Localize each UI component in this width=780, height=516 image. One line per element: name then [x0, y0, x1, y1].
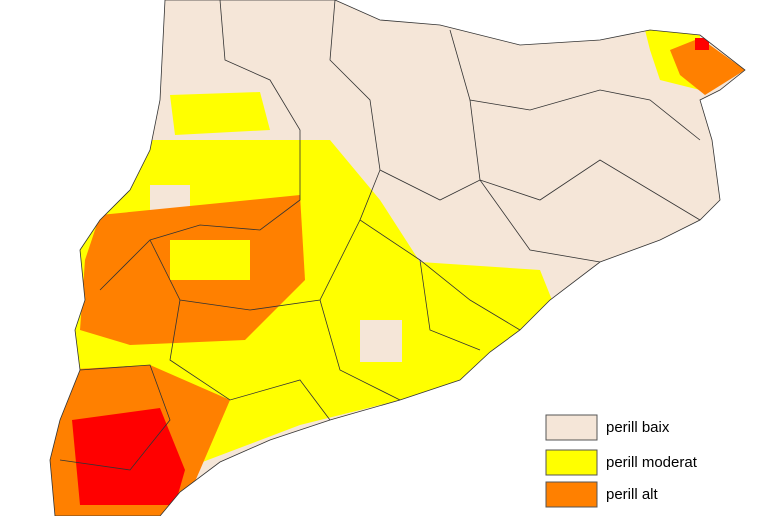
- legend-label: perill alt: [606, 486, 659, 503]
- low-risk-area: [150, 185, 190, 210]
- very-high-risk-area: [695, 38, 709, 50]
- high-risk-area: [670, 38, 745, 95]
- very-high-risk-area: [72, 408, 185, 505]
- legend: perill baix perill moderat perill alt: [545, 414, 698, 508]
- moderate-risk-area: [170, 92, 270, 135]
- low-risk-area: [360, 320, 402, 362]
- legend-swatch: [545, 414, 598, 441]
- legend-swatch: [545, 481, 598, 508]
- legend-swatch: [545, 449, 598, 476]
- moderate-risk-area: [170, 240, 250, 280]
- legend-label: perill moderat: [606, 454, 698, 471]
- legend-label: perill baix: [606, 419, 670, 436]
- region-borders: [49, 0, 746, 516]
